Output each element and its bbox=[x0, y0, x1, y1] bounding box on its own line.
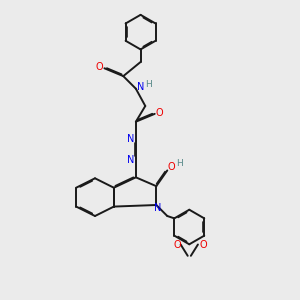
Text: H: H bbox=[176, 159, 183, 168]
Text: N: N bbox=[137, 82, 145, 92]
Text: N: N bbox=[154, 202, 161, 212]
Text: H: H bbox=[145, 80, 152, 89]
Text: O: O bbox=[96, 62, 103, 72]
Text: N: N bbox=[127, 134, 134, 144]
Text: O: O bbox=[174, 240, 181, 250]
Text: N: N bbox=[127, 155, 134, 165]
Text: O: O bbox=[200, 240, 207, 250]
Text: O: O bbox=[167, 162, 175, 172]
Text: O: O bbox=[156, 108, 163, 118]
